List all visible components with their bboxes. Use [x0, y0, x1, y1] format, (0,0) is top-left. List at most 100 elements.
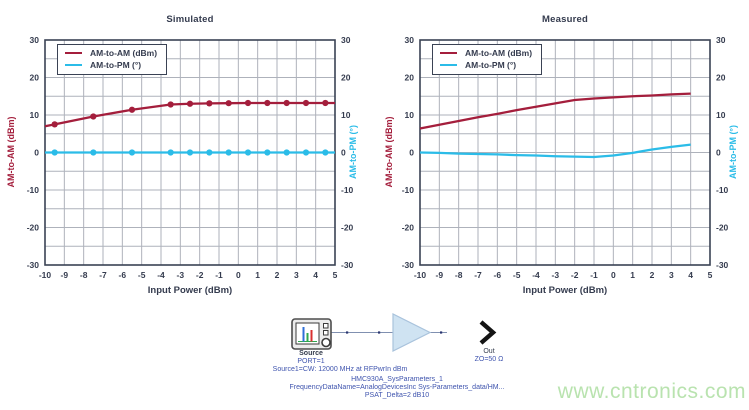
y-tick-label-left: -30	[402, 260, 415, 270]
y-tick-label-left: -30	[27, 260, 40, 270]
x-tick-label: -10	[414, 270, 427, 280]
series-line	[44, 101, 335, 128]
legend-label-am-am: AM-to-AM (dBm)	[465, 48, 533, 58]
x-tick-label: 2	[650, 270, 655, 280]
amplifier-frequency-data-label: FrequencyDataName=AnalogDevicesInc Sys-P…	[289, 384, 505, 391]
x-tick-label: 5	[333, 270, 338, 280]
source-instrument-icon	[291, 318, 332, 350]
series-line	[419, 92, 691, 130]
data-point-marker	[167, 149, 174, 156]
data-point-marker	[206, 149, 213, 156]
y-tick-label-right: 10	[341, 110, 351, 120]
amplifier-name-label: HMC930A_SysParameters_1	[351, 376, 443, 383]
legend-label-am-pm: AM-to-PM (°)	[90, 60, 142, 70]
data-point-marker	[51, 121, 58, 128]
x-tick-label: -9	[61, 270, 69, 280]
y-tick-label-right: -30	[341, 260, 354, 270]
x-tick-label: 4	[688, 270, 693, 280]
x-tick-label: -6	[494, 270, 502, 280]
chart-measured: Measured AM-to-AM (dBm) AM-to-PM (°) AM-…	[375, 0, 749, 300]
legend-swatch-am-am	[65, 51, 82, 55]
x-tick-label: 3	[669, 270, 674, 280]
y-tick-label-left: -20	[27, 223, 40, 233]
y-tick-label-left: 10	[405, 110, 415, 120]
data-point-marker	[51, 149, 58, 156]
data-point-marker	[225, 149, 232, 156]
y-axis-label-left-simulated: AM-to-AM (dBm)	[6, 116, 16, 188]
data-point-marker	[225, 100, 232, 107]
legend-item-am-am: AM-to-AM (dBm)	[440, 48, 532, 58]
x-tick-label: -9	[436, 270, 444, 280]
x-tick-label: -6	[119, 270, 127, 280]
x-tick-label: 0	[611, 270, 616, 280]
legend-swatch-am-pm	[65, 63, 82, 67]
wire-node	[378, 331, 381, 334]
x-tick-label: -4	[157, 270, 165, 280]
data-point-marker	[322, 99, 329, 107]
data-point-marker	[264, 99, 271, 107]
y-tick-label-left: 20	[30, 73, 40, 83]
legend-measured: AM-to-AM (dBm) AM-to-PM (°)	[432, 44, 543, 75]
x-tick-label: -8	[80, 270, 88, 280]
plot-area-simulated: -10 -9 -8 -7 -6 -5 -4 -3 -2 -1 0 1 2 3 4 5-30 -30-20 -20-…	[27, 35, 354, 280]
amplifier-icon	[392, 313, 432, 352]
series-line	[419, 143, 691, 159]
legend-item-am-am: AM-to-AM (dBm)	[65, 48, 157, 58]
x-axis-label-measured: Input Power (dBm)	[522, 285, 608, 296]
x-axis-label-simulated: Input Power (dBm)	[147, 285, 233, 296]
x-tick-label: 5	[708, 270, 713, 280]
data-point-marker	[128, 149, 136, 156]
x-tick-label: -1	[215, 270, 223, 280]
y-tick-label-right: 20	[716, 73, 726, 83]
legend-simulated: AM-to-AM (dBm) AM-to-PM (°)	[57, 44, 168, 75]
data-point-marker	[283, 99, 290, 107]
legend-swatch-am-am	[440, 51, 457, 55]
y-tick-label-right: 0	[341, 148, 346, 158]
legend-item-am-pm: AM-to-PM (°)	[65, 60, 157, 70]
data-point-marker	[302, 149, 310, 156]
data-point-marker	[167, 101, 174, 108]
y-axis-label-right-simulated: AM-to-PM (°)	[348, 124, 358, 180]
x-tick-label: -3	[552, 270, 560, 280]
data-point-marker	[186, 149, 194, 156]
data-point-marker	[186, 100, 194, 107]
amplifier-psat-label: PSAT_Delta=2 dB10	[364, 392, 430, 399]
data-point-marker	[302, 99, 310, 107]
data-point-marker	[322, 149, 329, 156]
y-axis-label-left-measured: AM-to-AM (dBm)	[384, 116, 394, 188]
source-label: Source	[299, 350, 323, 357]
x-tick-label: 2	[275, 270, 280, 280]
x-tick-label: -3	[177, 270, 185, 280]
legend-swatch-am-pm	[440, 63, 457, 67]
y-tick-label-right: -20	[716, 223, 729, 233]
x-tick-label: -4	[532, 270, 540, 280]
y-tick-label-left: 30	[30, 35, 40, 45]
out-impedance-label: ZO=50 Ω	[474, 356, 504, 363]
legend-label-am-am: AM-to-AM (dBm)	[90, 48, 158, 58]
y-tick-label-right: 30	[341, 35, 351, 45]
data-point-marker	[90, 149, 97, 156]
y-tick-label-left: -10	[402, 185, 415, 195]
x-tick-label: -2	[196, 270, 204, 280]
x-tick-label: 3	[294, 270, 299, 280]
out-label: Out	[483, 348, 495, 355]
y-tick-label-left: 30	[405, 35, 415, 45]
data-point-marker	[128, 106, 136, 113]
y-tick-label-left: -10	[27, 185, 40, 195]
y-tick-label-left: 20	[405, 73, 415, 83]
output-port-icon	[479, 320, 497, 345]
x-tick-label: -5	[513, 270, 521, 280]
watermark: www.cntronics.com	[557, 380, 746, 403]
legend-label-am-pm: AM-to-PM (°)	[465, 60, 517, 70]
x-tick-label: -5	[138, 270, 146, 280]
x-tick-label: -2	[571, 270, 579, 280]
y-tick-label-right: 20	[341, 73, 351, 83]
data-point-marker	[264, 149, 271, 156]
source-port-label: PORT=1	[297, 358, 325, 365]
x-tick-label: -10	[39, 270, 52, 280]
x-tick-label: 1	[630, 270, 635, 280]
source-config-label: Source1=CW: 12000 MHz at RFPwrIn dBm	[272, 366, 408, 373]
y-tick-label-right: -20	[341, 223, 354, 233]
y-tick-label-left: 0	[34, 148, 39, 158]
